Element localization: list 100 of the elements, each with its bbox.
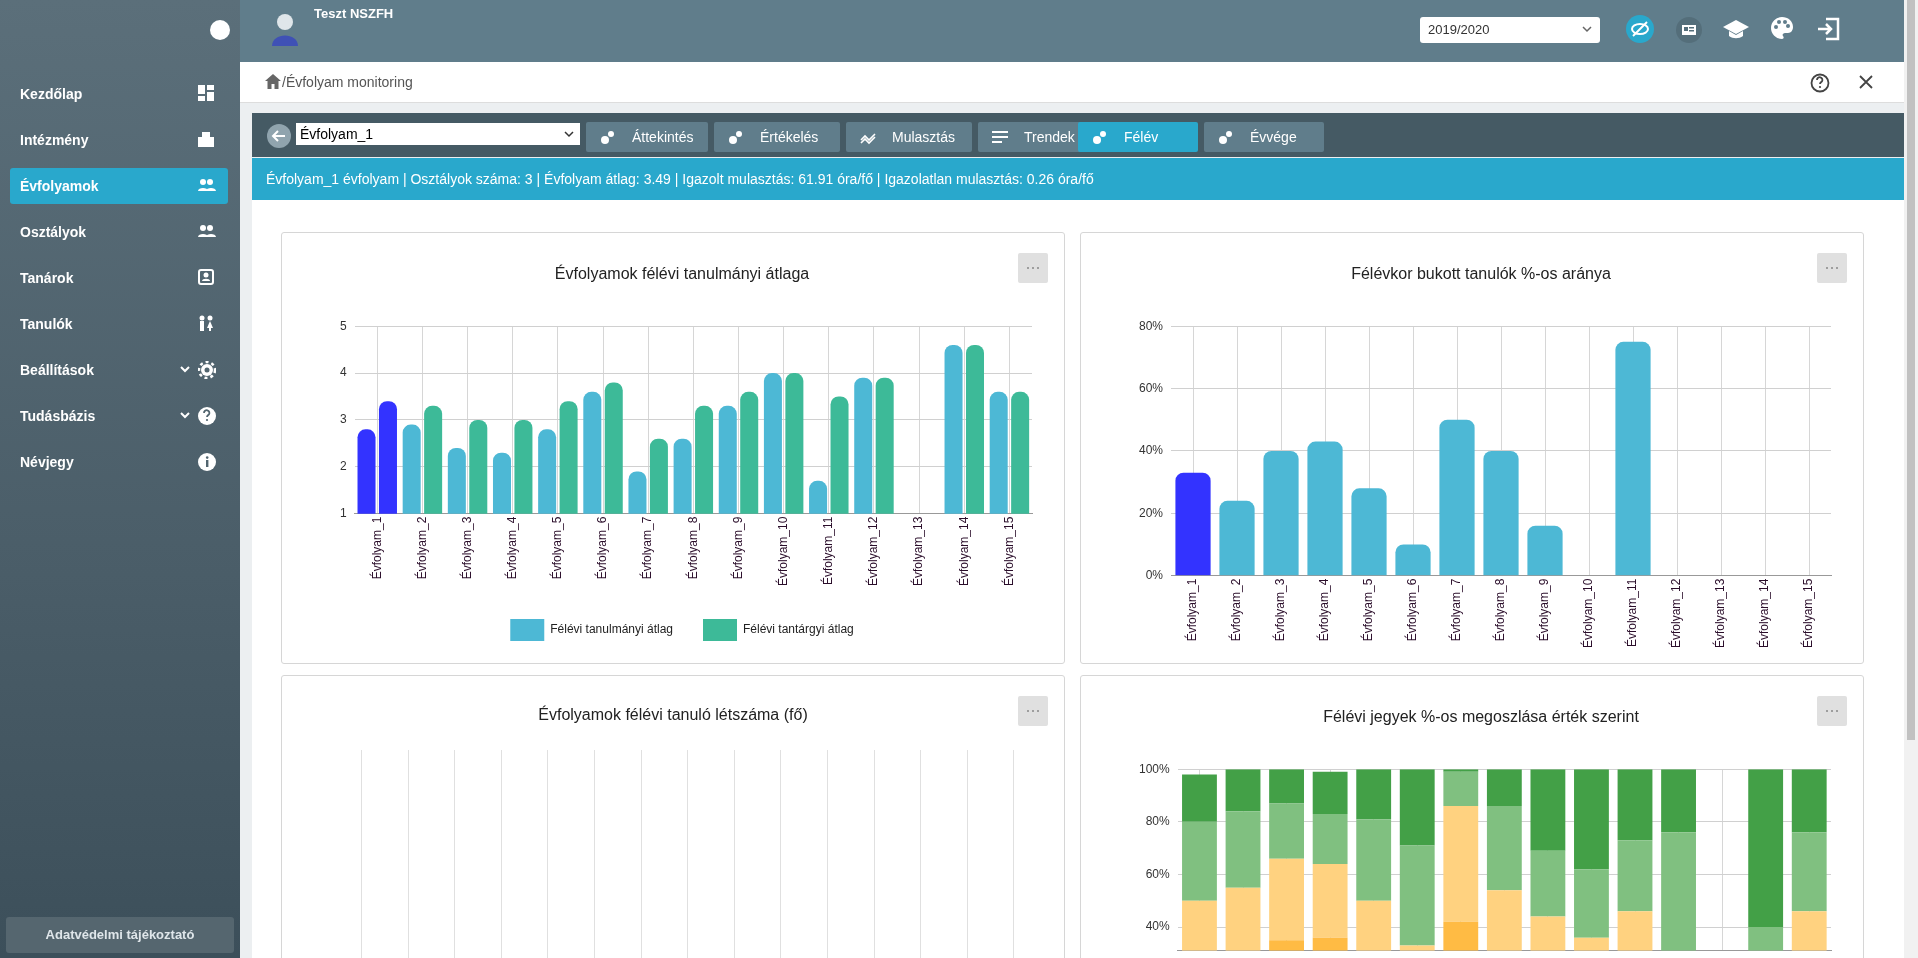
x-tick-label: Évfolyam_15 bbox=[1000, 516, 1016, 587]
bar bbox=[1486, 806, 1522, 891]
text: Adatvédelmi tájékoztató bbox=[6, 917, 234, 953]
x-tick-label: Évfolyam_5 bbox=[1360, 578, 1376, 642]
bar bbox=[1399, 845, 1435, 946]
bar bbox=[1617, 911, 1653, 951]
x-tick-label: Évfolyam_14 bbox=[1756, 578, 1772, 649]
x-tick-label: Évfolyam_3 bbox=[458, 516, 474, 580]
bar bbox=[1356, 769, 1392, 820]
text: Évfolyamok bbox=[20, 178, 99, 194]
text: Intézmény bbox=[20, 132, 89, 148]
y-tick-label: 40% bbox=[1145, 919, 1171, 934]
y-tick-label: 1 bbox=[339, 505, 347, 520]
text: Mulasztás bbox=[846, 122, 972, 152]
text: Tanárok bbox=[20, 270, 74, 286]
bar bbox=[1615, 341, 1651, 576]
bar bbox=[1574, 937, 1609, 951]
x-tick-label: Évfolyam_9 bbox=[1536, 578, 1552, 642]
bar bbox=[1443, 771, 1479, 807]
bar bbox=[1661, 769, 1696, 833]
bar bbox=[1617, 769, 1653, 841]
y-tick-label: 60% bbox=[1138, 380, 1164, 395]
legend-label: Félévi tanulmányi átlag bbox=[550, 622, 674, 637]
x-tick-label: Évfolyam_2 bbox=[1228, 578, 1244, 642]
bar bbox=[1269, 940, 1304, 951]
text: Tudásbázis bbox=[20, 408, 96, 424]
bar bbox=[1530, 850, 1566, 917]
x-tick-label: Évfolyam_1 bbox=[368, 516, 384, 580]
x-tick-label: Évfolyam_11 bbox=[820, 516, 836, 586]
bar bbox=[1791, 911, 1827, 951]
text: Tanulók bbox=[20, 316, 73, 332]
bar bbox=[1219, 500, 1255, 576]
bar bbox=[1225, 769, 1261, 812]
text: 2019/2020 bbox=[1420, 17, 1600, 43]
text: Névjegy bbox=[20, 454, 74, 470]
chart-title: Évfolyamok félévi tanulmányi átlaga bbox=[554, 264, 810, 283]
text: Évvége bbox=[1204, 122, 1324, 152]
text: Évfolyam_1 évfolyam | Osztályok száma: 3 | Évfolyam átlag: 3.49 | Igazolt mulasztás: 61.91 óra/fő | Igazolatlan mulasztás: 0.26 óra/fő bbox=[252, 158, 1904, 200]
y-tick-label: 40% bbox=[1138, 443, 1164, 458]
bar bbox=[1263, 450, 1299, 576]
bar bbox=[1748, 927, 1784, 951]
y-tick-label: 0% bbox=[1145, 567, 1164, 582]
bar bbox=[1574, 769, 1609, 870]
bar bbox=[1617, 840, 1653, 912]
bar bbox=[1351, 488, 1387, 576]
bar bbox=[1443, 921, 1479, 951]
x-tick-label: Évfolyam_3 bbox=[1272, 578, 1288, 642]
legend-label: Félévi tantárgyi átlag bbox=[743, 622, 854, 637]
x-tick-label: Évfolyam_6 bbox=[594, 516, 610, 580]
y-tick-label: 80% bbox=[1138, 318, 1164, 333]
bar bbox=[1439, 419, 1475, 576]
y-tick-label: 80% bbox=[1145, 814, 1171, 829]
text: Kezdőlap bbox=[20, 86, 83, 102]
bar bbox=[1486, 769, 1522, 807]
bar bbox=[1661, 832, 1696, 951]
y-tick-label: 4 bbox=[339, 365, 347, 380]
x-tick-label: Évfolyam_11 bbox=[1624, 578, 1640, 648]
x-tick-label: Évfolyam_4 bbox=[504, 516, 520, 580]
x-tick-label: Évfolyam_9 bbox=[729, 516, 745, 580]
x-tick-label: Évfolyam_8 bbox=[684, 516, 700, 580]
text: Teszt NSZFH bbox=[314, 6, 394, 21]
text: Beállítások bbox=[20, 362, 94, 378]
bar bbox=[1748, 769, 1784, 928]
bar bbox=[1574, 869, 1609, 938]
bar bbox=[1225, 811, 1261, 888]
chart-title: Félévi jegyek %-os megoszlása érték szerint bbox=[1323, 708, 1640, 726]
bar bbox=[1312, 937, 1348, 951]
x-tick-label: Évfolyam_4 bbox=[1316, 578, 1332, 642]
bar bbox=[1395, 544, 1431, 576]
x-tick-label: Évfolyam_1 bbox=[1184, 578, 1200, 642]
x-tick-label: Évfolyam_13 bbox=[1712, 578, 1728, 649]
y-tick-label: 2 bbox=[339, 459, 347, 474]
bar bbox=[1312, 771, 1348, 814]
x-tick-label: Évfolyam_12 bbox=[1668, 578, 1684, 649]
x-tick-label: Évfolyam_6 bbox=[1404, 578, 1420, 642]
y-tick-label: 5 bbox=[339, 318, 347, 333]
text: Évfolyamok félévi tanuló létszáma (fő) bbox=[537, 706, 809, 724]
x-tick-label: Évfolyam_2 bbox=[413, 516, 429, 580]
bar bbox=[1530, 916, 1566, 951]
y-tick-label: 100% bbox=[1138, 761, 1171, 776]
y-tick-label: 20% bbox=[1138, 505, 1164, 520]
bar bbox=[1527, 525, 1563, 576]
y-tick-label: 3 bbox=[339, 412, 347, 427]
bar bbox=[1486, 890, 1522, 951]
bar bbox=[1182, 821, 1217, 901]
bar bbox=[1443, 806, 1479, 922]
text: Félév bbox=[1078, 122, 1198, 152]
x-tick-label: Évfolyam_8 bbox=[1492, 578, 1508, 642]
bar bbox=[1269, 769, 1304, 804]
bar bbox=[1175, 472, 1211, 576]
text: Osztályok bbox=[20, 224, 87, 240]
text: /Évfolyam monitoring bbox=[282, 74, 413, 90]
text: Értékelés bbox=[714, 122, 840, 152]
bar bbox=[1530, 769, 1566, 851]
x-tick-label: Évfolyam_7 bbox=[1448, 578, 1464, 642]
bar bbox=[1483, 450, 1519, 576]
bar bbox=[1356, 900, 1392, 951]
bar bbox=[1269, 803, 1304, 859]
bar bbox=[1791, 832, 1827, 912]
text: Trendek bbox=[978, 122, 1092, 152]
